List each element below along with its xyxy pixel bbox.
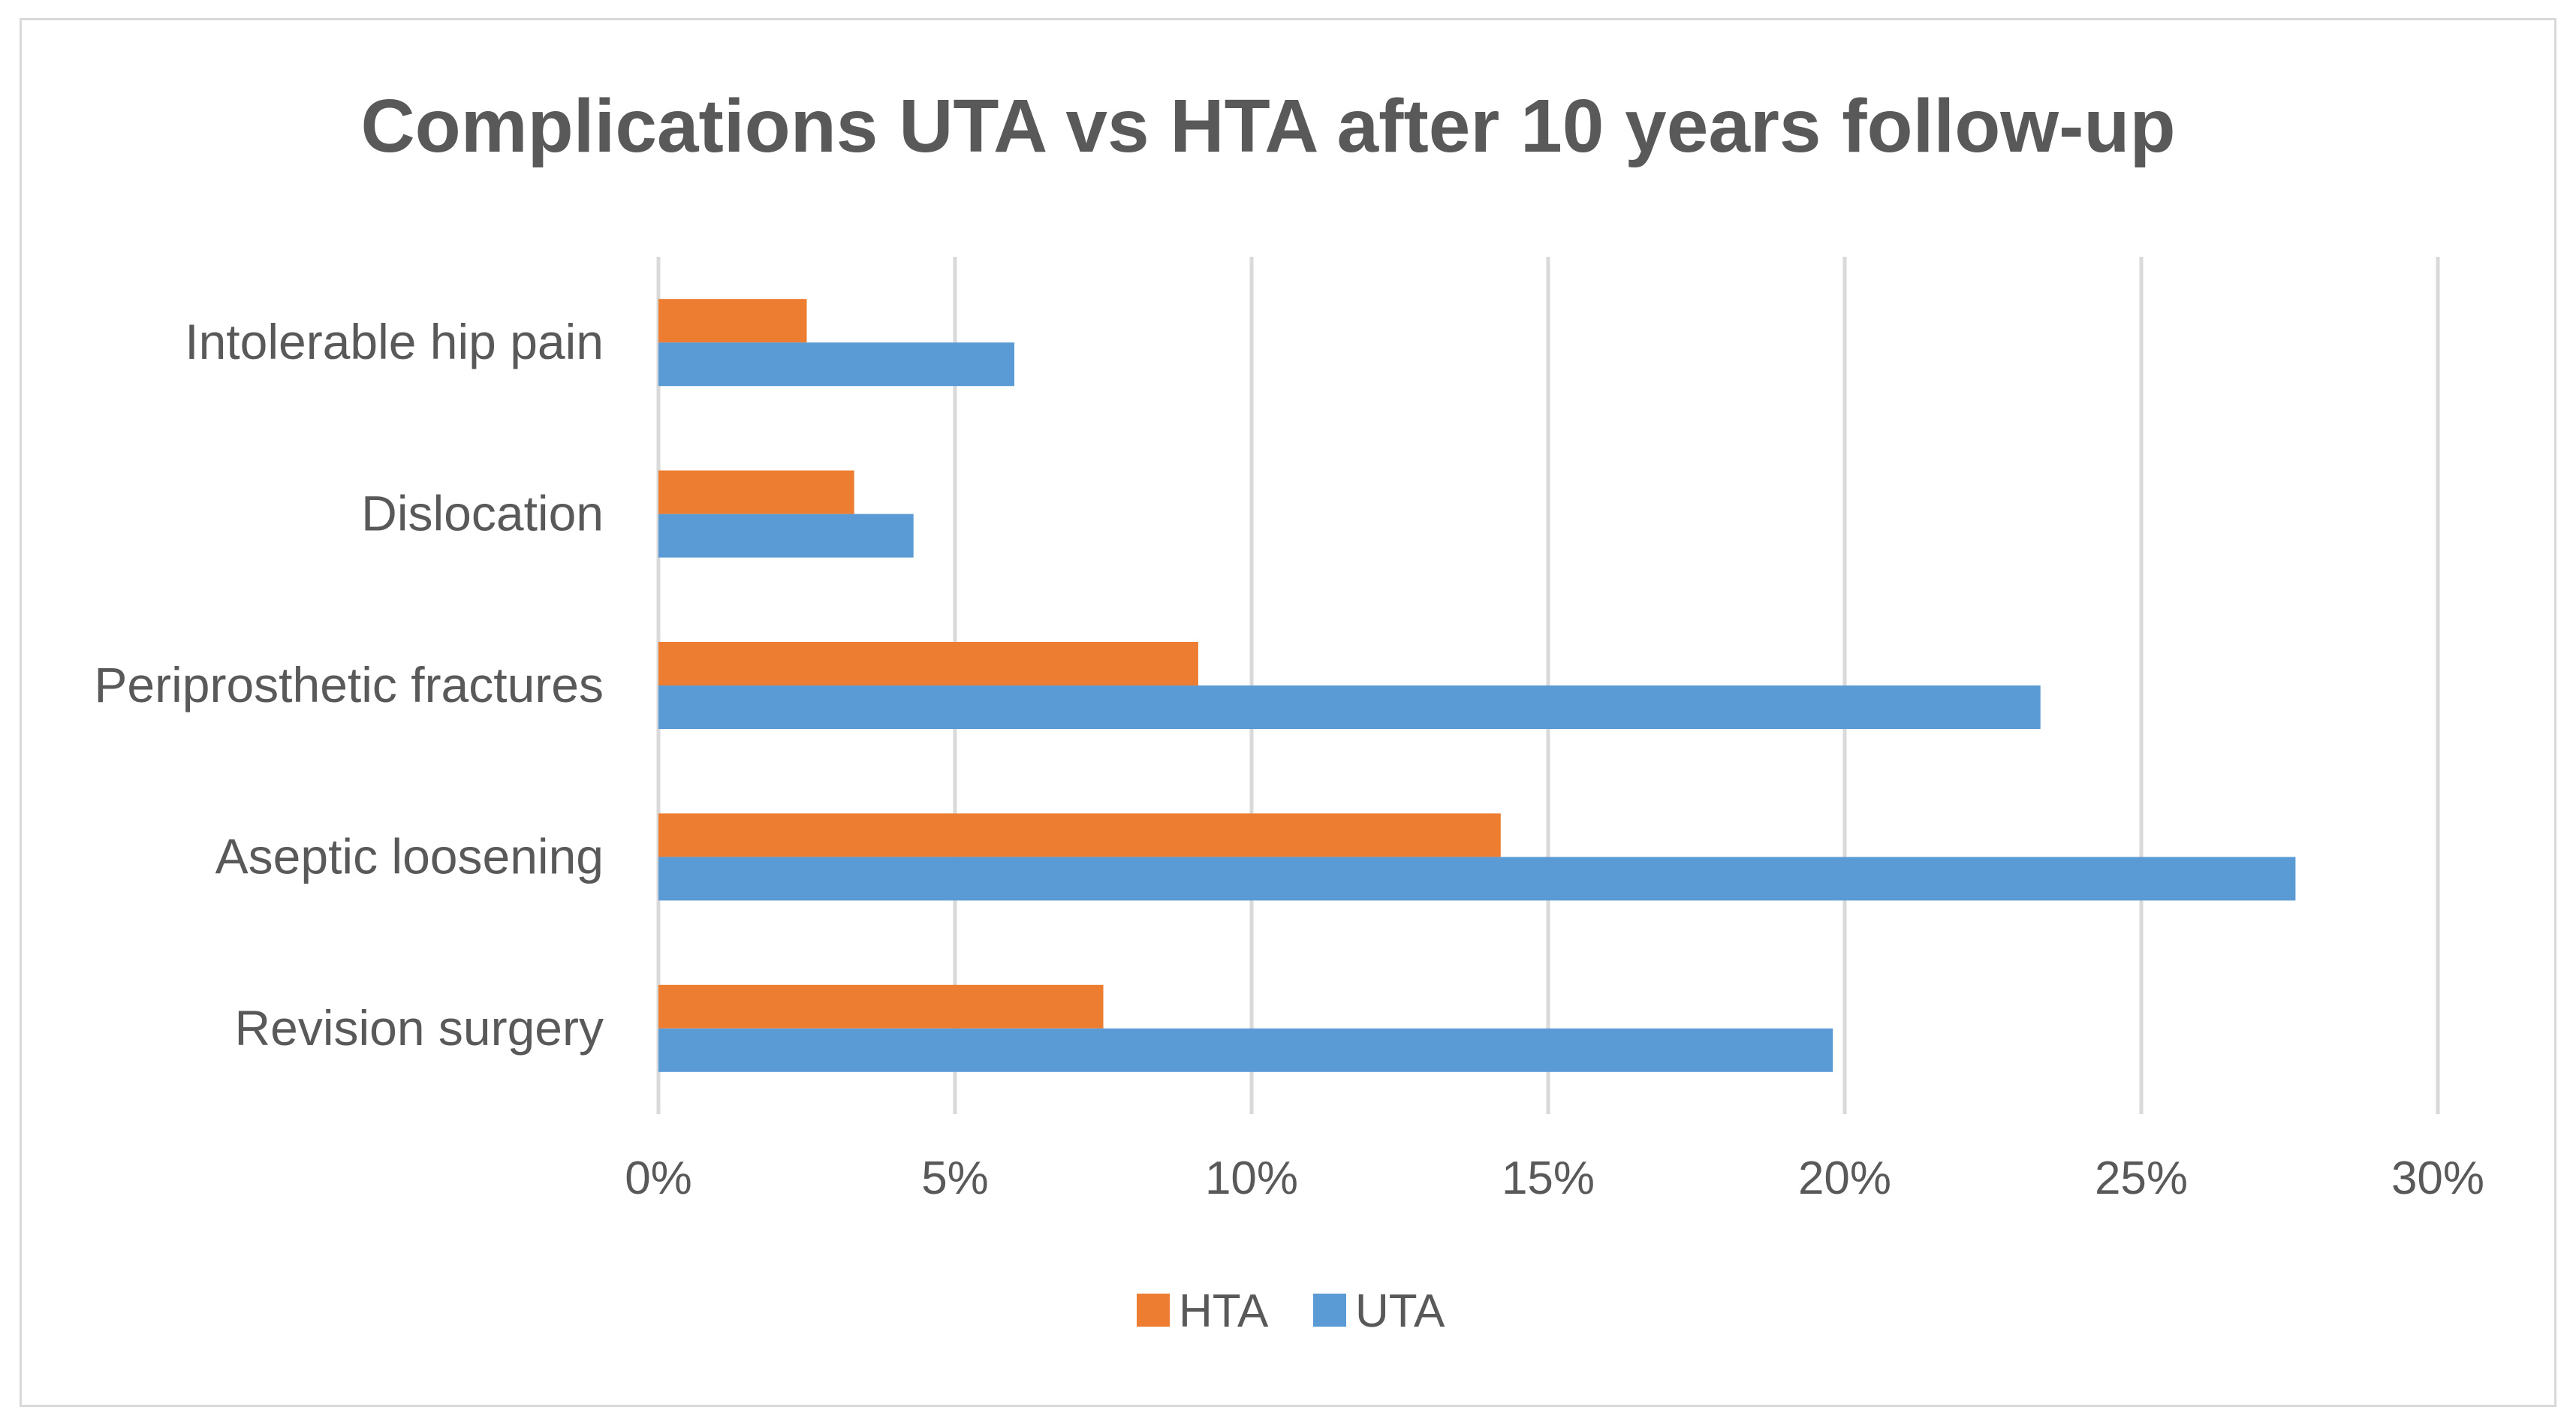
bar-hta: [658, 470, 854, 514]
x-tick-label: 30%: [2391, 1152, 2484, 1204]
x-tick-label: 25%: [2095, 1152, 2188, 1204]
category-label: Periprosthetic fractures: [94, 657, 604, 712]
legend-label-uta: UTA: [1355, 1285, 1445, 1337]
x-tick-label: 0%: [625, 1152, 692, 1204]
bar-uta: [658, 857, 2296, 901]
bar-uta: [658, 1028, 1833, 1072]
category-label: Revision surgery: [234, 1000, 604, 1056]
x-tick-label: 10%: [1205, 1152, 1298, 1204]
x-tick-label: 20%: [1798, 1152, 1891, 1204]
legend-swatch-uta: [1313, 1294, 1346, 1327]
x-tick-label: 15%: [1502, 1152, 1595, 1204]
bar-hta: [658, 813, 1501, 857]
x-tick-label: 5%: [921, 1152, 989, 1204]
bar-uta: [658, 514, 914, 558]
bar-uta: [658, 685, 2041, 729]
x-tick-labels: 0% 5% 10% 15% 20% 25% 30%: [625, 1152, 2484, 1204]
category-label: Dislocation: [361, 486, 604, 541]
chart-svg: Complications UTA vs HTA after 10 years …: [94, 84, 2484, 1337]
legend: HTA UTA: [1137, 1285, 1445, 1337]
bars: [658, 299, 2296, 1072]
bar-hta: [658, 299, 807, 343]
category-labels: Intolerable hip pain Dislocation Periprost…: [94, 314, 604, 1056]
category-label: Aseptic loosening: [215, 828, 604, 884]
chart-frame: Complications UTA vs HTA after 10 years …: [20, 18, 2556, 1407]
bar-hta: [658, 642, 1198, 685]
legend-label-hta: HTA: [1179, 1285, 1269, 1337]
category-label: Intolerable hip pain: [185, 314, 604, 369]
legend-swatch-hta: [1137, 1294, 1170, 1327]
bar-hta: [658, 984, 1104, 1029]
bar-uta: [658, 342, 1014, 387]
chart-title: Complications UTA vs HTA after 10 years …: [360, 84, 2175, 168]
